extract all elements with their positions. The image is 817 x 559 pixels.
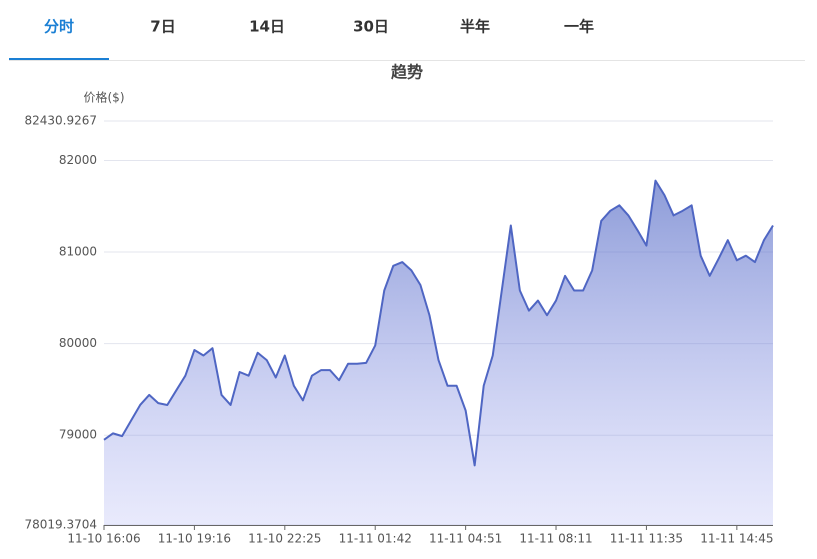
x-tick-label: 11-10 19:16 (158, 532, 231, 546)
tab[interactable]: 14日 (249, 18, 285, 36)
x-tick-label: 11-10 22:25 (248, 532, 321, 546)
x-tick-label: 11-11 01:42 (339, 532, 412, 546)
x-tick-label: 11-11 04:51 (429, 532, 502, 546)
y-tick-label: 78019.3704 (24, 518, 97, 532)
tab[interactable]: 30日 (353, 18, 389, 36)
area (104, 180, 773, 526)
line (103, 179, 774, 467)
x-tick-label: 11-11 14:45 (700, 532, 773, 546)
x-tick-label: 11-10 16:06 (67, 532, 140, 546)
y-tick-label: 82000 (59, 153, 97, 167)
y-axis-label: 价格($) (84, 90, 125, 105)
y-tick-label: 79000 (59, 428, 97, 442)
chart-title: 趋势 (391, 63, 423, 82)
x-tick-label: 11-11 11:35 (610, 532, 683, 546)
tab[interactable]: 7日 (150, 18, 175, 36)
active-tab-underline (9, 58, 109, 60)
y-tick-label: 81000 (59, 245, 97, 259)
y-tick-label: 82430.9267 (24, 114, 97, 128)
y-tick-label: 80000 (59, 336, 97, 350)
tab[interactable]: 半年 (460, 18, 490, 36)
x-tick-label: 11-11 08:11 (519, 532, 592, 546)
tab[interactable]: 分时 (44, 18, 74, 36)
tab[interactable]: 一年 (564, 18, 594, 36)
